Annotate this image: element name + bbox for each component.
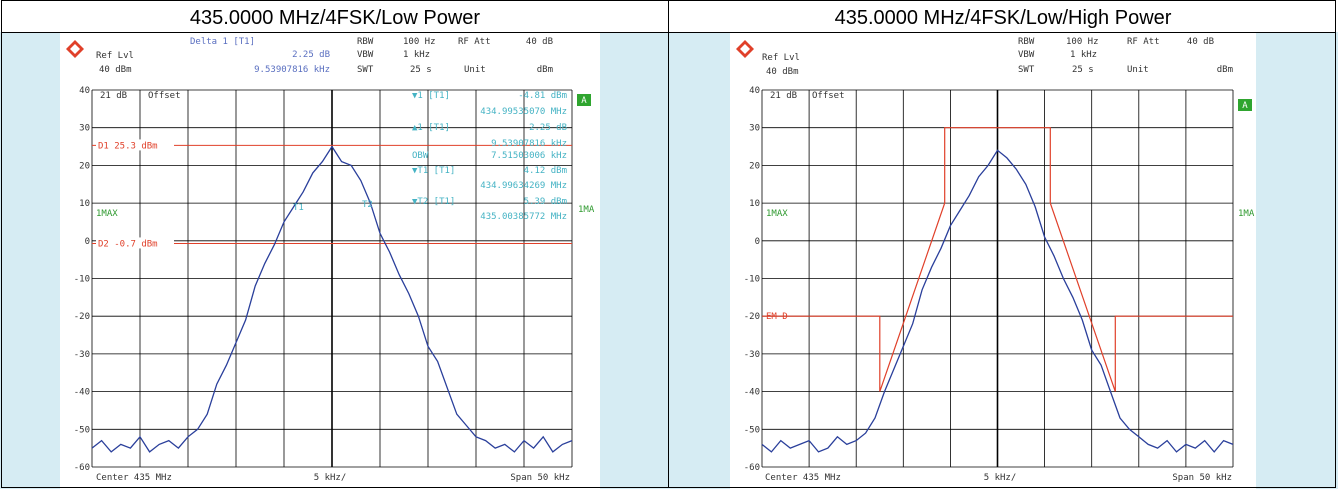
- screen: [730, 33, 1256, 489]
- annotation: 5.39 dBm: [524, 197, 567, 207]
- annotation: RBW: [1018, 37, 1035, 47]
- screen: [60, 33, 600, 489]
- annotation: SWT: [357, 65, 374, 75]
- annotation: 100 Hz: [1066, 37, 1099, 47]
- label-bg: [96, 139, 174, 151]
- annotation: 5 kHz/: [984, 473, 1017, 483]
- y-tick-label: 20: [749, 161, 760, 171]
- y-tick-label: -50: [74, 425, 90, 435]
- annotation: OBW: [412, 151, 429, 161]
- y-tick-label: -20: [74, 312, 90, 322]
- y-tick-label: -40: [744, 388, 760, 398]
- annotation: Center 435 MHz: [96, 473, 172, 483]
- y-tick-label: -50: [744, 425, 760, 435]
- annotation: VBW: [1018, 50, 1035, 60]
- annotation: 7.51503006 kHz: [491, 151, 567, 161]
- annotation: Ref Lvl: [96, 51, 134, 61]
- annotation: 4.12 dBm: [524, 166, 567, 176]
- annotation: RF Att: [458, 37, 491, 47]
- y-tick-label: -30: [74, 350, 90, 360]
- series-line: [762, 127, 1233, 392]
- annotation: RBW: [357, 37, 374, 47]
- series-name: EM D: [766, 312, 788, 322]
- annotation: dBm: [1217, 65, 1233, 75]
- y-tick-label: -40: [74, 388, 90, 398]
- annotation: Span 50 kHz: [510, 473, 570, 483]
- annotation: Ref Lvl: [762, 53, 800, 63]
- series-name: 1MAX: [766, 209, 788, 219]
- status-box: [577, 94, 591, 106]
- annotation: 100 Hz: [403, 37, 436, 47]
- annotation: Unit: [464, 65, 486, 75]
- annotation: T1: [293, 203, 304, 213]
- annotation: 40 dB: [1187, 37, 1214, 47]
- y-tick-label: 20: [79, 161, 90, 171]
- annotation: SWT: [1018, 65, 1035, 75]
- annotation: A: [1242, 101, 1248, 111]
- y-tick-label: 0: [85, 237, 90, 247]
- annotation: ▼T2 [T1]: [412, 197, 455, 207]
- annotation: dBm: [537, 65, 553, 75]
- annotation: Span 50 kHz: [1172, 473, 1232, 483]
- annotation: ▼T1 [T1]: [412, 166, 455, 176]
- reference-label: D1 25.3 dBm: [98, 141, 158, 151]
- annotation: Offset: [148, 91, 181, 101]
- y-tick-label: 40: [749, 86, 760, 96]
- annotation: -4.81 dBm: [518, 91, 567, 101]
- annotation: T2: [362, 200, 373, 210]
- y-tick-label: 10: [749, 199, 760, 209]
- annotation: ▼1 [T1]: [412, 91, 450, 101]
- annotation: 25 s: [410, 65, 432, 75]
- chart-title: 435.0000 MHz/4FSK/Low Power: [190, 7, 480, 29]
- annotation: 9.53907816 kHz: [254, 65, 330, 75]
- annotation: 434.99634269 MHz: [480, 181, 567, 191]
- series-line: [91, 145, 573, 453]
- annotation: 25 s: [1072, 65, 1094, 75]
- label-bg: [96, 237, 174, 249]
- logo: [66, 40, 754, 58]
- annotation: 434.99535070 MHz: [480, 107, 567, 117]
- series-line: [761, 149, 1234, 453]
- status-box: [1238, 99, 1252, 111]
- y-tick-label: 40: [79, 86, 90, 96]
- chart-title: 435.0000 MHz/4FSK/Low/High Power: [835, 7, 1172, 29]
- annotation: VBW: [357, 50, 374, 60]
- annotation: 40 dBm: [766, 67, 799, 77]
- annotation: Center 435 MHz: [765, 473, 841, 483]
- annotation: 21 dB: [770, 91, 797, 101]
- y-tick-label: 30: [79, 124, 90, 134]
- annotation: 5 kHz/: [314, 473, 347, 483]
- y-tick-label: -10: [744, 275, 760, 285]
- annotation: 21 dB: [100, 91, 127, 101]
- annotation: A: [581, 96, 587, 106]
- annotation: Unit: [1127, 65, 1149, 75]
- y-tick-label: -10: [74, 275, 90, 285]
- y-tick-label: -60: [74, 463, 90, 473]
- annotation: 1 kHz: [403, 50, 430, 60]
- y-tick-label: -60: [744, 463, 760, 473]
- y-tick-label: -20: [744, 312, 760, 322]
- annotation: 2.25 dB: [292, 50, 330, 60]
- y-tick-label: 30: [749, 124, 760, 134]
- annotation: 2.25 dB: [529, 123, 567, 133]
- series-name: 1MAX: [96, 209, 118, 219]
- annotation: 9.53907816 kHz: [491, 139, 567, 149]
- annotation: ▲1 [T1]: [412, 123, 450, 133]
- y-tick-label: 10: [79, 199, 90, 209]
- annotation: 1 kHz: [1070, 50, 1097, 60]
- reference-label: D2 -0.7 dBm: [98, 239, 158, 249]
- annotation: 40 dBm: [99, 65, 132, 75]
- annotation: 40 dB: [526, 37, 553, 47]
- annotation: Offset: [812, 91, 845, 101]
- annotation: Delta 1 [T1]: [190, 37, 255, 47]
- annotation: 435.00385772 MHz: [480, 212, 567, 222]
- annotation: 1MA: [1238, 209, 1255, 219]
- annotation: RF Att: [1127, 37, 1160, 47]
- y-tick-label: -30: [744, 350, 760, 360]
- y-tick-label: 0: [755, 237, 760, 247]
- annotation: 1MA: [578, 205, 595, 215]
